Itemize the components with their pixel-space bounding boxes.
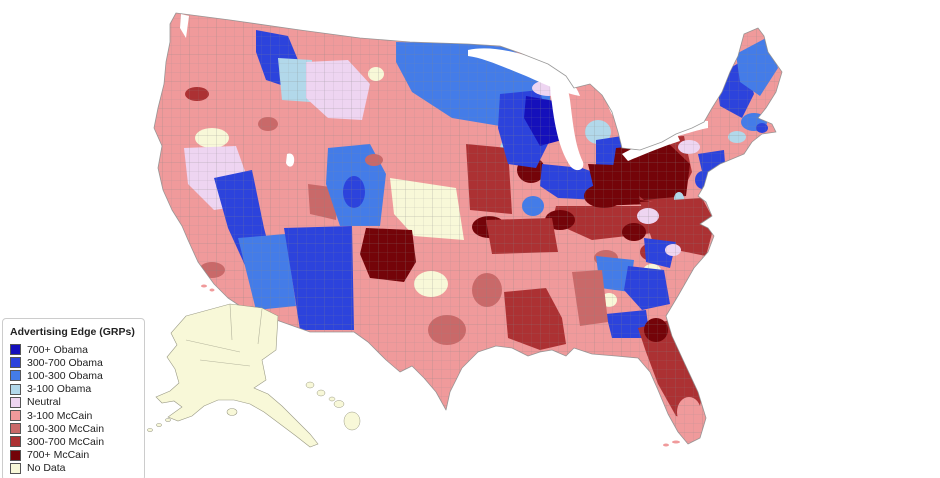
legend-swatch — [10, 357, 21, 369]
hawaii[interactable] — [305, 381, 361, 431]
legend-swatch — [10, 449, 21, 461]
legend-item: 300-700 McCain — [10, 435, 135, 448]
legend-items: 700+ Obama 300-700 Obama 100-300 Obama 3… — [10, 343, 135, 475]
legend-item: Neutral — [10, 396, 135, 409]
legend-title: Advertising Edge (GRPs) — [10, 326, 135, 338]
legend-swatch — [10, 436, 21, 448]
legend-swatch — [10, 383, 21, 395]
lake-erie — [622, 132, 680, 161]
florida-keys — [663, 440, 680, 447]
legend-item-label: 300-700 McCain — [27, 435, 105, 448]
legend-swatch — [10, 396, 21, 408]
lakes — [180, 14, 708, 171]
great-salt-lake — [286, 153, 295, 167]
legend-swatch — [10, 423, 21, 435]
legend-item-label: 100-300 McCain — [27, 422, 105, 435]
legend-item: 700+ McCain — [10, 449, 135, 462]
puget-sound — [180, 14, 189, 38]
legend-item-label: 700+ McCain — [27, 449, 90, 462]
legend-swatch — [10, 344, 21, 356]
legend-item: 3-100 Obama — [10, 383, 135, 396]
legend-item-label: 3-100 McCain — [27, 409, 93, 422]
legend-item: 300-700 Obama — [10, 356, 135, 369]
legend: Advertising Edge (GRPs) 700+ Obama 300-7… — [2, 318, 145, 478]
channel-islands — [201, 284, 215, 292]
legend-item: 700+ Obama — [10, 343, 135, 356]
legend-item-label: 3-100 Obama — [27, 383, 92, 396]
legend-item: No Data — [10, 462, 135, 475]
legend-swatch — [10, 462, 21, 474]
legend-item: 100-300 Obama — [10, 369, 135, 382]
legend-swatch — [10, 410, 21, 422]
legend-item: 3-100 McCain — [10, 409, 135, 422]
lake-michigan — [550, 70, 584, 171]
legend-item-label: 300-700 Obama — [27, 356, 103, 369]
alaska[interactable] — [147, 303, 319, 448]
legend-item-label: 100-300 Obama — [27, 369, 103, 382]
lake-huron — [606, 90, 637, 128]
legend-item-label: Neutral — [27, 396, 61, 409]
legend-item-label: 700+ Obama — [27, 343, 89, 356]
legend-swatch — [10, 370, 21, 382]
legend-item: 100-300 McCain — [10, 422, 135, 435]
legend-item-label: No Data — [27, 462, 66, 475]
